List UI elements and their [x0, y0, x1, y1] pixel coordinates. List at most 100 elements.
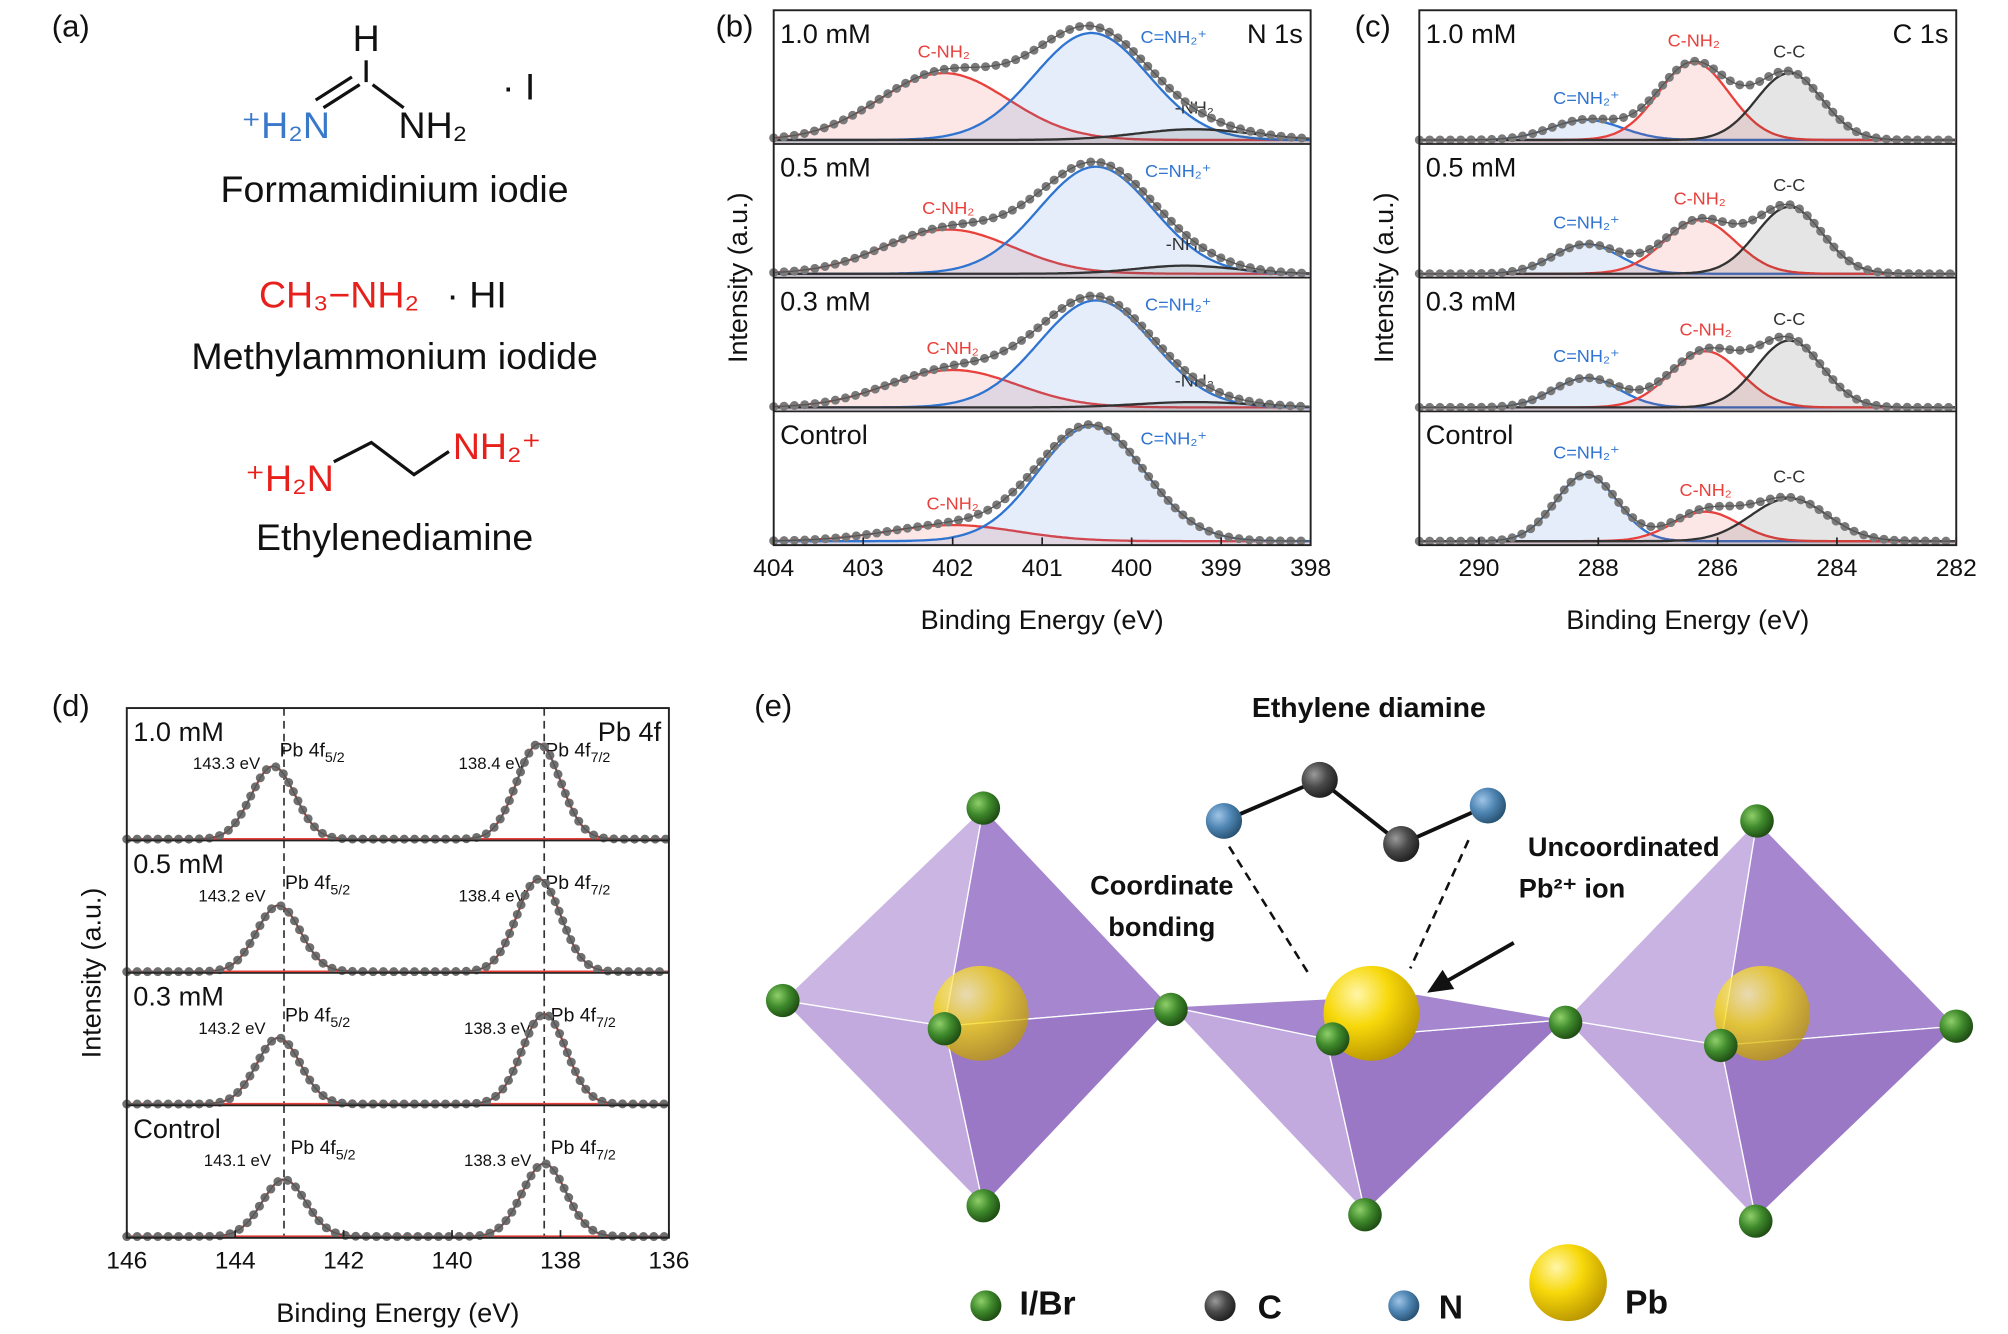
- x-tick-label: 404: [753, 555, 794, 582]
- peak-label: C-NH₂: [1674, 188, 1726, 208]
- corner-label: C 1s: [1893, 19, 1949, 49]
- subpanel-label: 1.0 mM: [780, 19, 871, 49]
- peak-subscript: 5/2: [330, 882, 350, 898]
- envelope-line: [126, 1163, 669, 1238]
- peak-area: [1419, 340, 1957, 412]
- peak-label: C=NH₂⁺: [1553, 88, 1619, 108]
- peak-subscript: 5/2: [330, 1015, 350, 1031]
- peak-label: Pb 4f5/2: [285, 1006, 350, 1031]
- x-tick-label: 399: [1201, 555, 1242, 582]
- envelope-line: [773, 423, 1310, 542]
- corner-label: Pb 4f: [598, 717, 662, 747]
- annotation: bonding: [1108, 912, 1215, 942]
- formula: ⁺H₂N: [245, 457, 334, 499]
- plot-frame: [1418, 9, 1958, 547]
- peak-value-label: 138.3 eV: [464, 1151, 532, 1170]
- formula: · I: [502, 66, 535, 108]
- peak-value-label: 138.4 eV: [459, 754, 527, 773]
- x-tick-label: 400: [1111, 555, 1152, 582]
- peak-label: C-C: [1773, 175, 1805, 195]
- peak-subscript: 7/2: [591, 882, 611, 898]
- peak-name: Pb 4f: [290, 1138, 336, 1159]
- peak-label: C=NH₂⁺: [1553, 346, 1619, 366]
- peak-value-label: 143.2 eV: [198, 886, 266, 905]
- formula: NH₂: [398, 104, 467, 146]
- x-tick-label: 282: [1936, 555, 1977, 582]
- subpanel-label: 1.0 mM: [1426, 19, 1517, 49]
- peak-subscript: 7/2: [596, 1147, 616, 1163]
- panel-label: (a): [52, 8, 90, 43]
- peak-value-label: 143.1 eV: [204, 1151, 272, 1170]
- peak-area: [773, 229, 1311, 278]
- peak-area: [1419, 206, 1957, 278]
- atom-label: H: [353, 17, 380, 59]
- peak-label: Pb 4f7/2: [551, 1006, 616, 1031]
- octahedron: [780, 806, 1173, 1208]
- peak-area: [773, 300, 1311, 412]
- peak-area: [773, 166, 1311, 278]
- legend-swatch: [970, 1290, 1002, 1322]
- subpanel-label: Control: [780, 420, 868, 450]
- peak-label: C-NH₂: [922, 198, 974, 218]
- y-axis-title: Intensity (a.u.): [1369, 192, 1399, 363]
- peak-area: [773, 426, 1311, 546]
- x-tick-label: 288: [1578, 555, 1619, 582]
- peak-label: C-NH₂: [918, 41, 970, 61]
- subpanel: C-NH₂ C=NH₂⁺ Control: [769, 410, 1314, 546]
- x-axis-title: Binding Energy (eV): [276, 1298, 519, 1328]
- peak-label: C-NH₂: [927, 338, 979, 358]
- subpanel-label: 0.3 mM: [133, 982, 224, 1012]
- peak-area: [773, 73, 1311, 144]
- formula: NH₂⁺: [453, 425, 542, 467]
- peak-name: Pb 4f: [285, 873, 331, 894]
- peak-value-label: 138.3 eV: [464, 1019, 532, 1038]
- subpanel-label: 0.3 mM: [780, 287, 871, 317]
- ethylenediamine-molecule: [1205, 761, 1515, 993]
- bond: [371, 83, 405, 110]
- legend-swatch: [1204, 1290, 1236, 1322]
- compound-name: Formamidinium iodie: [221, 168, 569, 210]
- envelope-line: [1419, 203, 1955, 275]
- peak-fit: [773, 264, 1310, 275]
- peak-name: Pb 4f: [551, 1138, 597, 1159]
- legend-swatch: [1388, 1290, 1420, 1322]
- peak-name: Pb 4f: [285, 1006, 331, 1027]
- envelope-line: [126, 878, 669, 973]
- peak-label: C=NH₂⁺: [1145, 295, 1211, 315]
- peak-label: C=NH₂⁺: [1145, 161, 1211, 181]
- subpanel-label: 0.5 mM: [133, 849, 224, 879]
- peak-label: C-NH₂: [1680, 320, 1732, 340]
- subpanel-label: 1.0 mM: [133, 717, 224, 747]
- formula: CH₃−NH₂: [259, 274, 419, 316]
- panel-e: (e) Ethylene diamine: [754, 688, 1974, 1326]
- peak-label: Pb 4f7/2: [545, 741, 610, 766]
- peak-label: Pb 4f5/2: [290, 1138, 355, 1163]
- peak-area: [1419, 474, 1957, 546]
- peak-area: [1419, 498, 1957, 546]
- peak-fit: [773, 400, 1310, 409]
- annotation: Coordinate: [1090, 871, 1233, 901]
- peak-label: C-C: [1773, 41, 1805, 61]
- x-tick-label: 286: [1697, 555, 1738, 582]
- x-axis-title: Binding Energy (eV): [1566, 605, 1809, 635]
- y-axis-title: Intensity (a.u.): [723, 192, 753, 363]
- peak-label: C=NH₂⁺: [1141, 27, 1207, 47]
- formula: · HI: [446, 274, 506, 316]
- peak-fit: [773, 128, 1310, 142]
- halide-atoms: [765, 791, 1974, 1238]
- subpanel: C=NH₂⁺ C-NH₂ C-C 0.3 mM: [1414, 276, 1960, 412]
- peak-area: [773, 32, 1311, 144]
- envelope-line: [773, 161, 1310, 274]
- legend-label: Pb: [1625, 1284, 1668, 1321]
- subpanel: C=NH₂⁺ C-NH₂ C-C 1.0 mM C 1s: [1414, 19, 1960, 145]
- compound-name: Methylammonium iodide: [191, 335, 597, 377]
- peak-label: Pb 4f5/2: [285, 873, 350, 898]
- x-tick-label: 142: [323, 1248, 364, 1275]
- annotation: Pb²⁺ ion: [1519, 873, 1625, 903]
- subpanel: C=NH₂⁺ C-NH₂ C-C Control: [1414, 410, 1960, 546]
- envelope-line: [126, 1013, 669, 1105]
